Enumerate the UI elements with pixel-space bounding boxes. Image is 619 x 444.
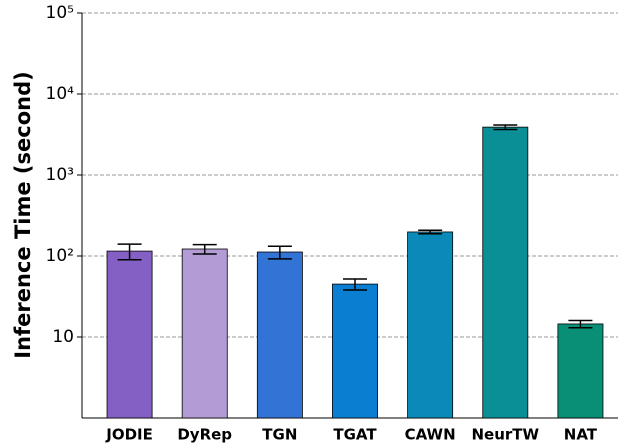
error-bar — [267, 245, 292, 260]
bar — [256, 251, 303, 419]
error-bar — [493, 124, 518, 131]
bar — [332, 283, 378, 419]
bar — [407, 231, 454, 419]
x-tick-label: NeurTW — [471, 426, 539, 444]
x-tick-label: JODIE — [105, 426, 153, 444]
x-tick-label: NAT — [564, 426, 598, 444]
x-tick-label: DyRep — [177, 426, 232, 444]
bar — [482, 126, 529, 419]
y-tick-label: 10⁵ — [46, 3, 74, 23]
error-bar — [117, 243, 142, 261]
y-tick-label: 10² — [46, 246, 74, 266]
bar — [557, 323, 604, 419]
y-tick-label: 10³ — [46, 165, 74, 185]
error-bar — [568, 319, 593, 329]
error-bar — [418, 229, 443, 235]
x-tick-label: CAWN — [405, 426, 456, 444]
y-axis-label: Inference Time (second) — [11, 71, 35, 358]
x-tick-label: TGAT — [333, 426, 377, 444]
error-bar — [343, 278, 367, 291]
bar — [106, 250, 153, 419]
bar — [181, 248, 228, 419]
y-tick-label: 10⁴ — [46, 84, 75, 104]
y-tick-label: 10 — [52, 327, 74, 347]
error-bar — [192, 243, 217, 255]
x-tick-label: TGN — [262, 426, 297, 444]
